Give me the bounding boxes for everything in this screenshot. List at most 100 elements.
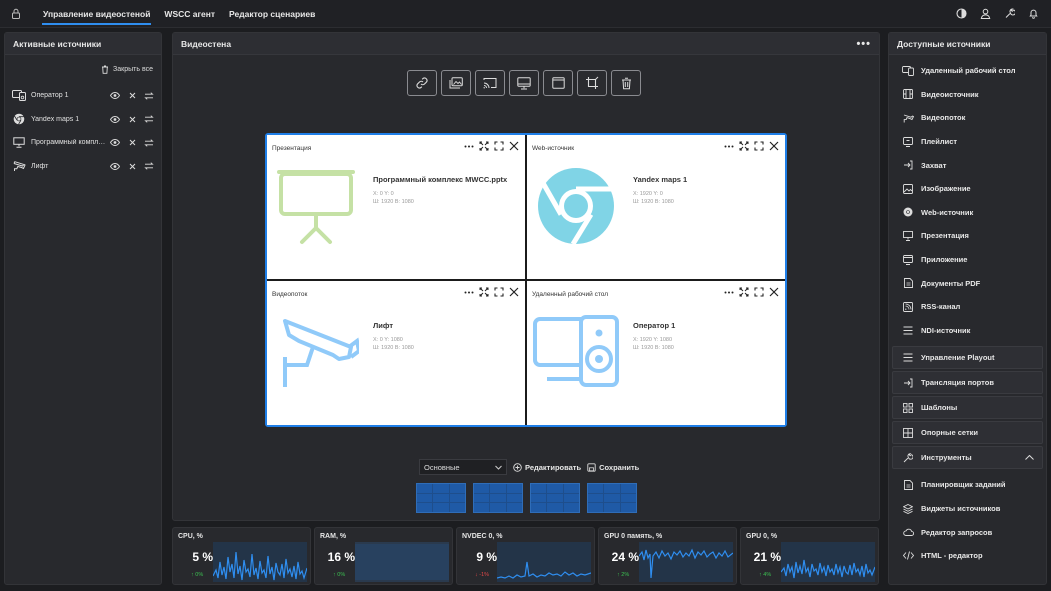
- more-icon[interactable]: [724, 145, 734, 148]
- source-label: Документы PDF: [921, 278, 981, 288]
- swap-icon[interactable]: [143, 139, 155, 147]
- source-web[interactable]: Web-источник: [889, 201, 1046, 225]
- source-app[interactable]: Приложение: [889, 248, 1046, 272]
- source-label: NDI-источник: [921, 325, 971, 335]
- stat-nvdec: NVDEC 0, % 9 % ↓ -1%: [456, 527, 595, 585]
- swap-icon[interactable]: [143, 162, 155, 170]
- gallery-button[interactable]: [441, 70, 471, 96]
- tool-query-editor[interactable]: Редактор запросов: [889, 520, 1046, 544]
- tab-videowall[interactable]: Управление видеостеной: [36, 0, 157, 28]
- source-stream[interactable]: Видеопоток: [889, 106, 1046, 130]
- eye-icon[interactable]: [109, 115, 121, 123]
- plus-circle-icon: [513, 462, 522, 472]
- source-presentation[interactable]: Презентация: [889, 224, 1046, 248]
- fit-icon[interactable]: [739, 141, 749, 151]
- more-icon[interactable]: [464, 291, 474, 294]
- active-source-item[interactable]: Оператор 1: [5, 84, 161, 108]
- group-port-translation[interactable]: Трансляция портов: [892, 371, 1043, 395]
- layout-select[interactable]: Основные: [419, 459, 507, 475]
- user-icon[interactable]: [973, 0, 997, 28]
- source-remote-desktop[interactable]: Удаленный рабочий стол: [889, 59, 1046, 83]
- close-icon[interactable]: [769, 287, 779, 297]
- source-video[interactable]: Видеоисточник: [889, 83, 1046, 107]
- source-ndi[interactable]: NDI-источник: [889, 319, 1046, 343]
- close-icon[interactable]: [769, 141, 779, 151]
- group-templates[interactable]: Шаблоны: [892, 396, 1043, 420]
- close-icon[interactable]: [126, 139, 138, 147]
- stat-value: 5 %: [192, 550, 213, 564]
- close-icon[interactable]: [126, 162, 138, 170]
- delete-button[interactable]: [611, 70, 641, 96]
- close-icon[interactable]: [509, 141, 519, 151]
- group-playout[interactable]: Управление Playout: [892, 346, 1043, 370]
- wall-cell[interactable]: Видеопоток Лифт X: 0 Y: 1080 Ш: 1920 В: …: [267, 281, 525, 425]
- fullscreen-icon[interactable]: [754, 141, 764, 151]
- source-pdf[interactable]: Документы PDF: [889, 271, 1046, 295]
- camera-icon: [901, 113, 915, 123]
- source-label: Видеоисточник: [921, 89, 979, 99]
- cast-button[interactable]: [475, 70, 505, 96]
- window-icon: [551, 77, 565, 89]
- edit-button[interactable]: Редактировать: [513, 463, 581, 472]
- image-icon: [901, 183, 915, 194]
- group-label: Шаблоны: [921, 403, 958, 413]
- window-button[interactable]: [543, 70, 573, 96]
- crop-button[interactable]: [577, 70, 607, 96]
- tab-scenario-editor[interactable]: Редактор сценариев: [229, 8, 316, 19]
- layout-preset[interactable]: [416, 483, 466, 513]
- tool-widgets[interactable]: Виджеты источников: [889, 497, 1046, 521]
- swap-icon[interactable]: [143, 92, 155, 100]
- close-icon[interactable]: [126, 92, 138, 100]
- layout-preset[interactable]: [473, 483, 523, 513]
- tab-wscc-agent[interactable]: WSCC агент: [164, 8, 216, 19]
- wall-cell[interactable]: Удаленный рабочий стол Оператор 1 X: 192…: [527, 281, 785, 425]
- scheduler-icon: [901, 479, 915, 490]
- close-icon[interactable]: [126, 115, 138, 123]
- chevron-up-icon[interactable]: [1025, 453, 1034, 462]
- active-source-item[interactable]: Yandex maps 1: [5, 108, 161, 132]
- save-button[interactable]: Сохранить: [587, 463, 639, 472]
- swap-icon[interactable]: [143, 115, 155, 123]
- wall-cell[interactable]: Web-источник Yandex maps 1 X: 1920 Y: 0 …: [527, 135, 785, 279]
- active-source-item[interactable]: Программный комплекс ...: [5, 131, 161, 155]
- theme-icon[interactable]: [949, 0, 973, 28]
- monitor-button[interactable]: [509, 70, 539, 96]
- more-icon[interactable]: [464, 145, 474, 148]
- stat-label: NVDEC 0, %: [462, 533, 503, 540]
- eye-icon[interactable]: [109, 139, 121, 147]
- fit-icon[interactable]: [479, 287, 489, 297]
- active-source-item[interactable]: Лифт: [5, 155, 161, 179]
- fit-icon[interactable]: [739, 287, 749, 297]
- close-all-button[interactable]: Закрыть все: [5, 55, 161, 74]
- tool-scheduler[interactable]: Планировщик заданий: [889, 473, 1046, 497]
- videowall-grid[interactable]: Презентация Программный комплекс MWCC.pp…: [265, 133, 787, 427]
- fullscreen-icon[interactable]: [494, 141, 504, 151]
- layout-preset[interactable]: [587, 483, 637, 513]
- wrench-icon[interactable]: [997, 0, 1021, 28]
- cell-source-type: Презентация: [272, 145, 312, 152]
- group-tools[interactable]: Инструменты: [892, 446, 1043, 470]
- close-icon[interactable]: [509, 287, 519, 297]
- more-menu-button[interactable]: •••: [856, 37, 871, 50]
- layout-preset[interactable]: [530, 483, 580, 513]
- stat-value: 9 %: [476, 550, 497, 564]
- lock-icon[interactable]: [0, 0, 32, 28]
- cell-source-name: Лифт: [373, 321, 394, 330]
- group-grids[interactable]: Опорные сетки: [892, 421, 1043, 445]
- eye-icon[interactable]: [109, 92, 121, 100]
- camera-icon: [11, 159, 27, 173]
- link-button[interactable]: [407, 70, 437, 96]
- active-sources-panel: Активные источники Закрыть все Оператор …: [4, 32, 162, 585]
- fullscreen-icon[interactable]: [754, 287, 764, 297]
- bell-icon[interactable]: [1021, 0, 1045, 28]
- fullscreen-icon[interactable]: [494, 287, 504, 297]
- fit-icon[interactable]: [479, 141, 489, 151]
- source-capture[interactable]: Захват: [889, 153, 1046, 177]
- tool-html-editor[interactable]: HTML - редактор: [889, 544, 1046, 568]
- eye-icon[interactable]: [109, 162, 121, 170]
- more-icon[interactable]: [724, 291, 734, 294]
- source-image[interactable]: Изображение: [889, 177, 1046, 201]
- source-playlist[interactable]: Плейлист: [889, 130, 1046, 154]
- wall-cell[interactable]: Презентация Программный комплекс MWCC.pp…: [267, 135, 525, 279]
- source-rss[interactable]: RSS-канал: [889, 295, 1046, 319]
